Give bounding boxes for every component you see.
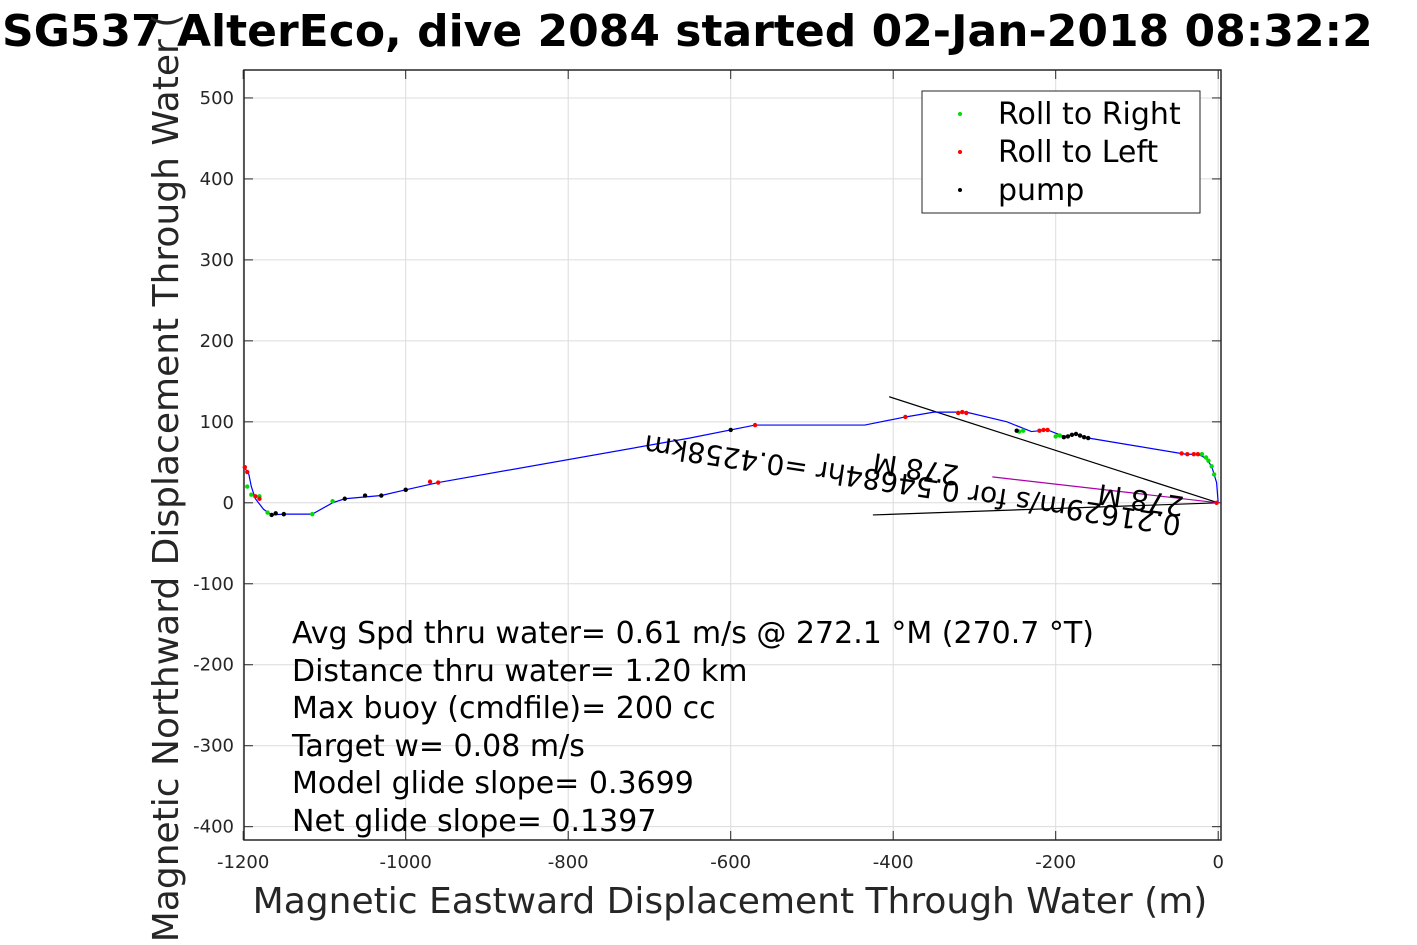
point-pump: [379, 493, 384, 498]
point-pump: [273, 511, 278, 516]
point-roll-to-right: [330, 498, 335, 504]
point-pump: [362, 493, 368, 498]
point-pump: [1086, 435, 1091, 441]
x-tick-label: -1200: [217, 852, 269, 873]
point-roll-to-right: [1209, 464, 1214, 469]
y-tick-label: -200: [193, 655, 234, 676]
overlay-lines: [872, 396, 1219, 516]
y-axis-label: Magnetic Northward Displacement Through …: [146, 14, 187, 943]
point-roll-to-left: [1045, 427, 1050, 433]
point-roll-to-left: [245, 469, 250, 475]
overlay-line: [888, 396, 1219, 504]
point-roll-to-right: [265, 510, 270, 515]
chart-title: SG537 AlterEco, dive 2084 started 02-Jan…: [2, 6, 1373, 57]
x-tick-label: -800: [548, 852, 589, 873]
point-roll-to-left: [436, 480, 441, 485]
point-roll-to-left: [956, 410, 961, 416]
point-roll-to-right: [310, 511, 315, 517]
point-roll-to-left: [964, 410, 969, 416]
point-roll-to-left: [1214, 500, 1219, 505]
x-tick-label: -200: [1035, 852, 1076, 873]
point-pump: [1077, 433, 1083, 438]
y-tick-label: -100: [193, 574, 234, 595]
legend-label-pump: pump: [998, 173, 1084, 208]
point-pump: [269, 512, 274, 518]
y-tick-label: -400: [193, 817, 234, 838]
x-axis-label: Magnetic Eastward Displacement Through W…: [253, 881, 1208, 922]
x-tick-label: 0: [1212, 852, 1223, 873]
point-roll-to-left: [253, 494, 258, 499]
legend-marker-pump: [958, 188, 962, 192]
point-roll-to-left: [1041, 427, 1046, 433]
point-roll-to-right: [1021, 428, 1026, 433]
point-roll-to-left: [242, 464, 248, 470]
x-tick-label: -600: [710, 852, 751, 873]
point-roll-to-left: [427, 479, 433, 484]
dive-stats: Avg Spd thru water= 0.61 m/s @ 272.1 °M …: [291, 616, 1094, 839]
point-roll-to-right: [1199, 452, 1205, 457]
y-tick-label: 400: [200, 169, 234, 190]
y-tick-label: 100: [200, 412, 234, 433]
y-tick-label: 200: [200, 331, 234, 352]
stat-avg-speed: Avg Spd thru water= 0.61 m/s @ 272.1 °M …: [292, 616, 1094, 651]
point-roll-to-right: [245, 484, 250, 489]
point-roll-to-left: [1037, 428, 1042, 433]
y-tick-label: 300: [200, 250, 234, 271]
point-roll-to-left: [960, 409, 965, 415]
stat-max-buoy: Max buoy (cmdfile)= 200 cc: [292, 691, 716, 726]
data-points: [242, 409, 1219, 518]
point-pump: [1073, 431, 1079, 437]
point-roll-to-right: [1057, 433, 1062, 438]
y-axis-ticks: -400 -300 -200 -100 0 100 200 300 400 500: [193, 88, 1221, 838]
y-tick-label: 0: [223, 493, 234, 514]
stat-net-glide-slope: Net glide slope= 0.1397: [292, 804, 656, 839]
point-pump: [281, 511, 287, 517]
point-roll-to-left: [1195, 452, 1201, 457]
point-pump: [1081, 435, 1087, 440]
point-pump: [1065, 434, 1071, 439]
point-roll-to-left: [257, 496, 262, 501]
x-tick-label: -400: [873, 852, 914, 873]
y-tick-label: 500: [200, 88, 234, 109]
point-roll-to-right: [1206, 458, 1211, 463]
point-roll-to-left: [903, 414, 908, 420]
point-pump: [403, 487, 408, 493]
point-roll-to-right: [1203, 455, 1209, 460]
stat-model-glide-slope: Model glide slope= 0.3699: [292, 766, 694, 801]
x-axis-ticks: -1200 -1000 -800 -600 -400 -200 0: [217, 70, 1224, 873]
legend-marker-roll-left: [958, 150, 962, 154]
point-roll-to-left: [1191, 452, 1197, 457]
overlay-line: [872, 502, 1219, 516]
overlay-line: [992, 476, 1219, 504]
plot-area: [243, 69, 1222, 841]
point-roll-to-left: [752, 422, 758, 428]
point-roll-to-right: [1053, 434, 1058, 439]
legend-label-roll-right: Roll to Right: [998, 97, 1181, 132]
legend-box: [921, 90, 1201, 214]
point-pump: [1069, 432, 1075, 437]
legend-marker-roll-right: [958, 112, 962, 116]
point-roll-to-left: [1179, 451, 1184, 456]
x-tick-label: -1000: [380, 852, 432, 873]
point-pump: [1061, 435, 1067, 440]
legend: Roll to Right Roll to Left pump: [921, 90, 1201, 214]
point-pump: [1014, 428, 1019, 433]
stat-target-w: Target w= 0.08 m/s: [291, 729, 585, 764]
point-roll-to-right: [249, 492, 254, 497]
annotations: 0.21629m/s for 0.54684hr =0.4258km 278 M…: [642, 428, 1186, 542]
stat-distance: Distance thru water= 1.20 km: [292, 654, 747, 689]
point-pump: [342, 496, 347, 501]
point-roll-to-right: [1211, 472, 1217, 477]
legend-label-roll-left: Roll to Left: [998, 135, 1158, 170]
y-tick-label: -300: [193, 736, 234, 757]
point-roll-to-left: [1185, 452, 1190, 457]
point-pump: [728, 427, 733, 433]
